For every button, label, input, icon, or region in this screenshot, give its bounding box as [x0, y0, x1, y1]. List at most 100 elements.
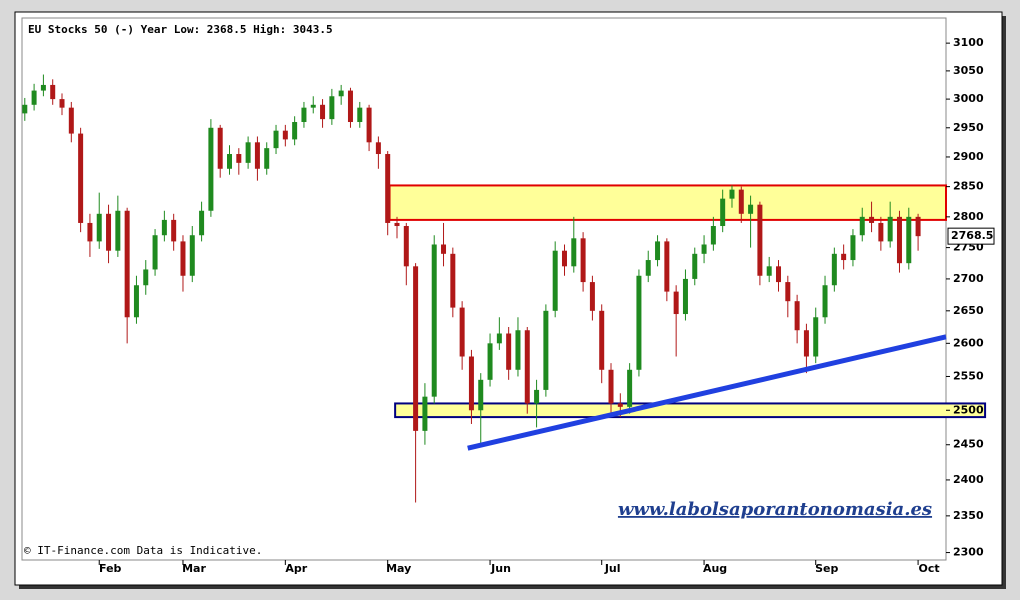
candle-body: [487, 343, 493, 380]
candle-body: [227, 154, 233, 169]
y-tick-label: 3000: [953, 92, 984, 105]
x-tick-label: Apr: [285, 562, 307, 575]
candle-body: [245, 142, 251, 163]
candle-body: [896, 216, 902, 264]
candle-body: [264, 148, 270, 169]
candle-body: [766, 266, 772, 276]
candle-body: [357, 107, 363, 123]
candle-body: [236, 154, 242, 163]
candle-body: [22, 104, 28, 114]
candle-body: [115, 210, 121, 251]
watermark: www.labolsaporantonomasia.es: [618, 499, 932, 520]
candle-body: [552, 250, 558, 311]
candle-body: [534, 389, 540, 404]
y-tick-label: 2900: [953, 150, 984, 163]
candle-body: [794, 301, 800, 331]
candle-body: [710, 226, 716, 245]
trendline: [467, 334, 947, 451]
candle-body: [310, 104, 316, 108]
candle-body: [887, 216, 893, 242]
y-tick-label: 2700: [953, 272, 984, 285]
candle-body: [831, 253, 837, 286]
candle-body: [664, 241, 670, 292]
y-tick-label: 2850: [953, 180, 984, 193]
candle-body: [366, 107, 372, 143]
candle-body: [580, 238, 586, 283]
candle-body: [422, 396, 428, 431]
candle-body: [375, 142, 381, 155]
candle-body: [878, 222, 884, 242]
price-zone: [394, 402, 987, 419]
candle-body: [496, 333, 502, 344]
price-zone: [388, 184, 947, 221]
candle-body: [87, 222, 93, 242]
candle-body: [515, 330, 521, 370]
y-tick-label: 2450: [953, 438, 984, 451]
x-tick-label: Jul: [604, 562, 621, 575]
candle-body: [124, 210, 130, 318]
candle-body: [282, 130, 288, 140]
candle-body: [803, 330, 809, 357]
candle-body: [729, 189, 735, 199]
candle-body: [68, 107, 74, 134]
candle-body: [748, 204, 754, 214]
candle-body: [31, 90, 37, 105]
y-tick-label: 3050: [953, 64, 984, 77]
candle-body: [608, 369, 614, 404]
candle-body: [627, 369, 633, 407]
candle-body: [682, 278, 688, 315]
last-price-box: [947, 227, 995, 245]
candle-body: [506, 333, 512, 370]
candle-body: [143, 269, 149, 286]
y-tick-label: 2800: [953, 210, 984, 223]
candle-body: [301, 107, 307, 123]
candle-body: [459, 307, 465, 357]
y-tick-label: 2300: [953, 546, 984, 559]
candle-body: [813, 317, 819, 357]
candle-body: [441, 244, 447, 254]
candle-body: [468, 356, 474, 411]
candle-body: [859, 216, 865, 236]
x-tick-label: Oct: [919, 562, 940, 575]
candle-body: [189, 235, 195, 276]
candle-body: [850, 235, 856, 261]
candle-body: [347, 90, 353, 123]
y-tick-label: 2350: [953, 509, 984, 522]
x-tick-label: Sep: [815, 562, 838, 575]
candle-body: [96, 213, 102, 242]
candle-body: [906, 216, 912, 264]
candle-body: [785, 282, 791, 302]
candle-body: [673, 291, 679, 315]
candle-body: [217, 127, 223, 169]
candle-body: [338, 90, 344, 97]
candle-body: [915, 216, 921, 237]
y-tick-label: 2950: [953, 121, 984, 134]
candle-body: [450, 253, 456, 308]
x-tick-label: Feb: [99, 562, 122, 575]
candle-body: [822, 285, 828, 318]
candle-body: [180, 241, 186, 276]
candle-body: [171, 219, 177, 242]
candle-body: [701, 244, 707, 254]
y-tick-label: 2600: [953, 336, 984, 349]
y-tick-label: 2550: [953, 369, 984, 382]
candle-body: [413, 266, 419, 431]
candle-body: [106, 213, 112, 251]
candle-body: [599, 310, 605, 370]
candle-body: [254, 142, 260, 169]
candle-body: [59, 99, 65, 108]
candle-body: [329, 96, 335, 120]
candle-body: [431, 244, 437, 397]
candle-body: [776, 266, 782, 283]
candle-body: [524, 330, 530, 404]
candle-body: [403, 226, 409, 267]
candle-body: [40, 84, 46, 91]
candle-body: [571, 238, 577, 267]
candle-body: [478, 379, 484, 411]
x-tick-label: Mar: [182, 562, 206, 575]
candle-body: [561, 250, 567, 267]
y-tick-label: 2400: [953, 473, 984, 486]
footnote: © IT-Finance.com Data is Indicative.: [24, 544, 262, 557]
